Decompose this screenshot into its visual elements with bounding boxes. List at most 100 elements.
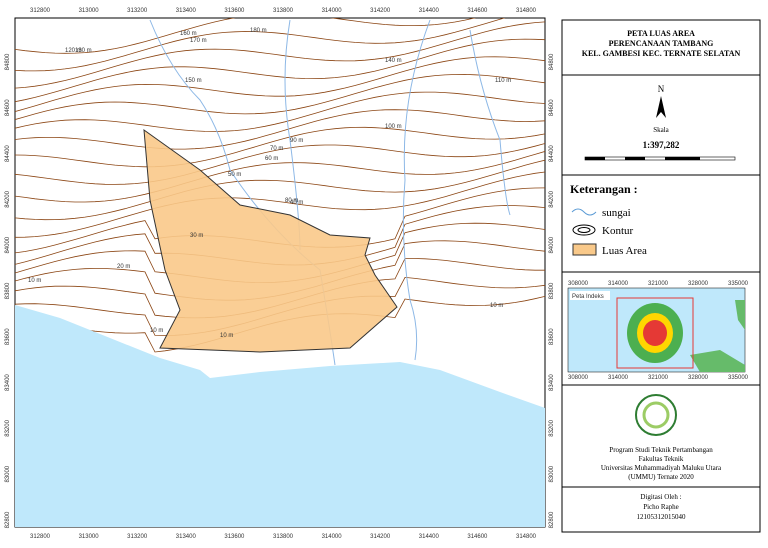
contour-label: 180 m — [250, 28, 267, 34]
legend-title: Keterangan : — [570, 182, 638, 196]
x-grid-label: 314800 — [516, 534, 537, 540]
luas-area — [143, 128, 398, 353]
north-arrow — [656, 96, 666, 118]
legend-item: Kontur — [602, 225, 634, 237]
contour-label: 90 m — [290, 138, 303, 144]
contour-label: 170 m — [190, 38, 207, 44]
y-grid-label: 83200 — [549, 419, 555, 436]
contour-line — [15, 126, 545, 168]
x-grid-label: 314000 — [322, 8, 343, 14]
contour-line — [15, 18, 477, 54]
contour-label: 110 m — [495, 78, 511, 84]
x-grid-label: 313600 — [224, 534, 245, 540]
y-grid-label: 84400 — [549, 145, 555, 162]
y-grid-label: 83800 — [549, 282, 555, 299]
contour-label: 120 m — [65, 48, 82, 54]
title-line: PERENCANAAN TAMBANG — [609, 39, 714, 48]
y-grid-label: 84600 — [5, 99, 11, 116]
scale-label: Skala — [653, 126, 669, 134]
contour-label: 160 m — [180, 31, 197, 37]
inset-x-label: 321000 — [648, 375, 669, 381]
institution-line: Universitas Muhammadiyah Maluku Utara — [601, 464, 722, 472]
contour-label: 60 m — [265, 156, 278, 162]
y-grid-label: 83000 — [549, 465, 555, 482]
legend-river — [571, 208, 597, 216]
x-grid-label: 314600 — [467, 534, 488, 540]
contour-label: 50 m — [228, 172, 241, 178]
x-grid-label: 313400 — [176, 534, 197, 540]
title-line: KEL. GAMBESI KEC. TERNATE SELATAN — [582, 49, 741, 58]
x-grid-label: 314200 — [370, 534, 391, 540]
contour-label: 150 m — [185, 78, 202, 84]
x-grid-label: 313600 — [224, 8, 245, 14]
institution-line: (UMMU) Ternate 2020 — [628, 473, 694, 481]
inset-title: Peta Indeks — [572, 294, 604, 300]
y-grid-label: 83800 — [5, 282, 11, 299]
contour-line — [15, 18, 506, 72]
logo — [635, 394, 677, 436]
contour-line — [15, 38, 545, 103]
digitized-label: Digitasi Oleh : — [640, 493, 681, 501]
x-grid-label: 313800 — [273, 8, 294, 14]
contour-label: 10 m — [28, 278, 41, 284]
contour-line — [15, 109, 545, 150]
river — [402, 19, 431, 361]
contour-label: 100 m — [385, 124, 402, 130]
y-grid-label: 83200 — [5, 419, 11, 436]
x-grid-label: 313000 — [79, 8, 100, 14]
y-grid-label: 84200 — [549, 190, 555, 207]
inset-extent — [616, 297, 694, 369]
x-grid-label: 312800 — [30, 534, 51, 540]
x-grid-label: 314200 — [370, 8, 391, 14]
y-grid-label: 83000 — [5, 465, 11, 482]
contour-label: 10 m — [220, 333, 233, 339]
contour-label: 70 m — [270, 146, 283, 152]
y-grid-label: 83600 — [549, 328, 555, 345]
contour-line — [15, 73, 545, 120]
y-grid-label: 84000 — [5, 236, 11, 253]
y-grid-label: 84200 — [5, 190, 11, 207]
inset-x-label: 328000 — [688, 281, 709, 287]
contour-line — [15, 171, 545, 238]
y-grid-label: 84800 — [549, 53, 555, 70]
contour-label: 20 m — [117, 264, 130, 270]
contour-line — [15, 159, 545, 221]
north-label: N — [658, 84, 665, 94]
legend-area — [572, 243, 597, 256]
x-grid-label: 313200 — [127, 534, 148, 540]
title-line: PETA LUAS AREA — [627, 29, 695, 38]
map-labels: 312800 312800 313000 313000 313200 313200 3134… — [5, 8, 555, 540]
y-grid-label: 83400 — [5, 374, 11, 391]
y-grid-label: 84800 — [5, 53, 11, 70]
inset-x-label: 314000 — [608, 375, 629, 381]
contour-line — [15, 91, 545, 132]
contour-line — [15, 56, 545, 112]
y-grid-label: 82800 — [549, 511, 555, 528]
x-grid-label: 313000 — [79, 534, 100, 540]
inset-x-label: 308000 — [568, 375, 589, 381]
scale: 1:397,282 — [643, 140, 680, 150]
y-grid-label: 83600 — [5, 328, 11, 345]
x-grid-label: 314400 — [419, 534, 440, 540]
contour-line — [15, 151, 545, 203]
author: Picho Raphe — [643, 503, 679, 511]
x-grid-label: 314000 — [322, 534, 343, 540]
institution-line: Fakultas Teknik — [639, 455, 684, 463]
contour-line — [15, 21, 545, 89]
inset-x-label: 321000 — [648, 281, 669, 287]
legend-item: sungai — [602, 207, 631, 219]
contour-label: 40 m — [290, 200, 303, 206]
contour-label: 80 m — [285, 198, 298, 204]
y-grid-label: 82800 — [5, 511, 11, 528]
y-grid-label: 84000 — [549, 236, 555, 253]
inset-x-label: 308000 — [568, 281, 589, 287]
institution-line: Program Studi Teknik Pertambangan — [609, 446, 713, 454]
inset-x-label: 335000 — [728, 281, 749, 287]
inset-x-label: 335000 — [728, 375, 749, 381]
author-id: 12105312015040 — [637, 513, 687, 521]
inset-x-label: 314000 — [608, 281, 629, 287]
inset-x-label: 328000 — [688, 375, 709, 381]
scale-bar — [584, 156, 736, 161]
x-grid-label: 314400 — [419, 8, 440, 14]
x-grid-label: 313800 — [273, 534, 294, 540]
